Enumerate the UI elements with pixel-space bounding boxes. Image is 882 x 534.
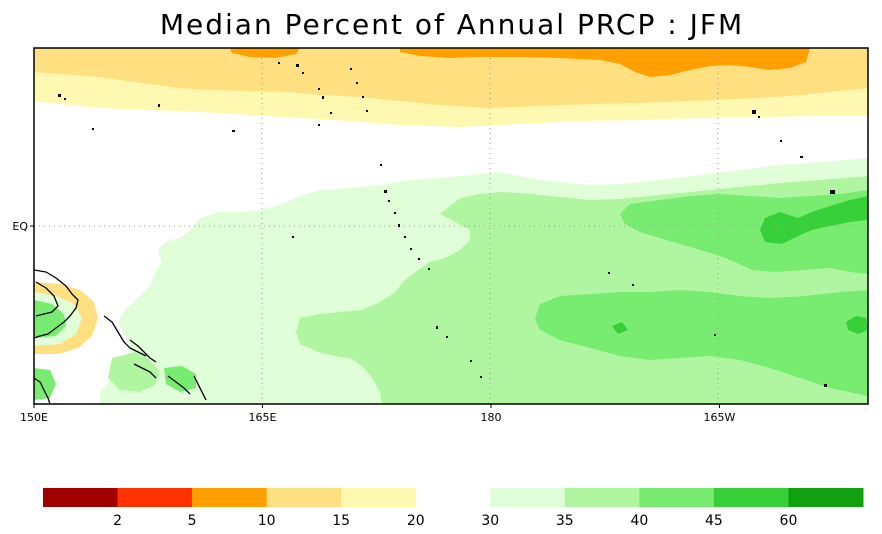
x-tick-label: 180	[480, 411, 501, 424]
southern-wet-bands	[100, 158, 868, 404]
contour-band-40-south	[535, 290, 868, 396]
legend-color-box	[639, 488, 715, 507]
legend-color-box	[788, 488, 864, 507]
legend-label: 2	[113, 513, 122, 529]
axis-ticks: 150E 165E 180 165W EQ	[12, 220, 735, 424]
legend-label: 35	[556, 513, 574, 529]
coastlines	[34, 62, 835, 404]
x-tick-label: 165E	[249, 411, 277, 424]
legend-color-box	[713, 488, 789, 507]
bougainville-coastline	[129, 339, 157, 363]
legend-label: 5	[188, 513, 197, 529]
contour-band-40-png	[34, 300, 66, 338]
map-plot-area	[34, 48, 868, 404]
contour-band-10	[400, 48, 810, 77]
northern-dry-bands	[34, 48, 868, 127]
color-legend: 2 5 10 15 20 30 35 40 45 60	[43, 488, 864, 529]
vanuatu-coastline	[193, 375, 207, 401]
contour-band-45-spot2	[612, 322, 628, 334]
contour-band-40-solomon	[164, 366, 196, 392]
legend-color-box	[564, 488, 640, 507]
new-britain-coastline	[103, 315, 147, 357]
contour-band-45-spot	[846, 316, 868, 334]
legend-label: 30	[481, 513, 499, 529]
x-tick-label: 150E	[20, 411, 48, 424]
legend-label: 20	[407, 513, 425, 529]
gridlines	[34, 48, 868, 404]
legend-color-box	[192, 488, 268, 507]
legend-label: 60	[780, 513, 798, 529]
contour-band-10-west	[230, 48, 300, 58]
legend-label: 40	[630, 513, 648, 529]
legend-label: 15	[332, 513, 350, 529]
legend-color-box	[266, 488, 342, 507]
solomon-coastline-2	[167, 375, 191, 395]
legend-label: 10	[258, 513, 276, 529]
contour-band-40	[620, 190, 868, 274]
legend-color-box	[490, 488, 566, 507]
legend-color-box	[341, 488, 417, 507]
legend-color-box	[117, 488, 193, 507]
legend-color-box	[415, 488, 491, 507]
solomon-coastline-1	[133, 363, 157, 379]
legend-label: 45	[705, 513, 723, 529]
png-coastline	[34, 269, 79, 339]
coral-sea-features	[34, 282, 196, 400]
contour-band-35-sw	[108, 352, 160, 392]
contour-band-40-sw	[34, 368, 56, 400]
map-title: Median Percent of Annual PRCP : JFM	[160, 8, 744, 41]
micronesia-islands	[58, 62, 835, 387]
png-inner-coastline	[35, 281, 59, 317]
legend-color-box	[43, 488, 119, 507]
sw-coastline	[34, 377, 51, 404]
contour-band-45	[760, 196, 868, 244]
x-tick-label: 165W	[704, 411, 736, 424]
y-tick-label: EQ	[12, 220, 28, 233]
